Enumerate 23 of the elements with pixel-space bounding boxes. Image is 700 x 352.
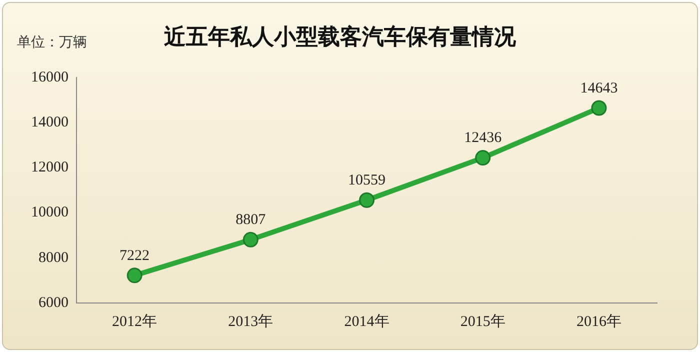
x-tick-label: 2015年 <box>460 312 506 330</box>
x-tick-label: 2016年 <box>576 312 622 330</box>
y-axis-title: 单位：万辆 <box>17 34 87 51</box>
data-label: 10559 <box>348 172 386 189</box>
y-tick-label: 16000 <box>31 69 68 86</box>
x-tick-label: 2014年 <box>344 312 390 330</box>
point <box>359 192 374 208</box>
data-label: 7222 <box>120 248 150 264</box>
point <box>126 268 142 284</box>
data-label: 14643 <box>580 80 618 96</box>
data-label: 12436 <box>464 130 502 146</box>
y-tick-label: 12000 <box>31 160 68 176</box>
point <box>242 232 258 248</box>
y-tick-label: 8000 <box>38 250 68 266</box>
x-tick-label: 2012年 <box>112 312 158 330</box>
x-tick-label: 2013年 <box>228 312 274 330</box>
point <box>475 150 491 166</box>
data-label: 8807 <box>236 212 266 228</box>
y-tick-label: 14000 <box>31 114 68 130</box>
y-tick-label: 10000 <box>31 204 68 221</box>
y-tick-label: 6000 <box>38 294 68 311</box>
point <box>591 100 607 116</box>
chart-title: 近五年私人小型载客汽车保有量情况 <box>163 24 517 50</box>
